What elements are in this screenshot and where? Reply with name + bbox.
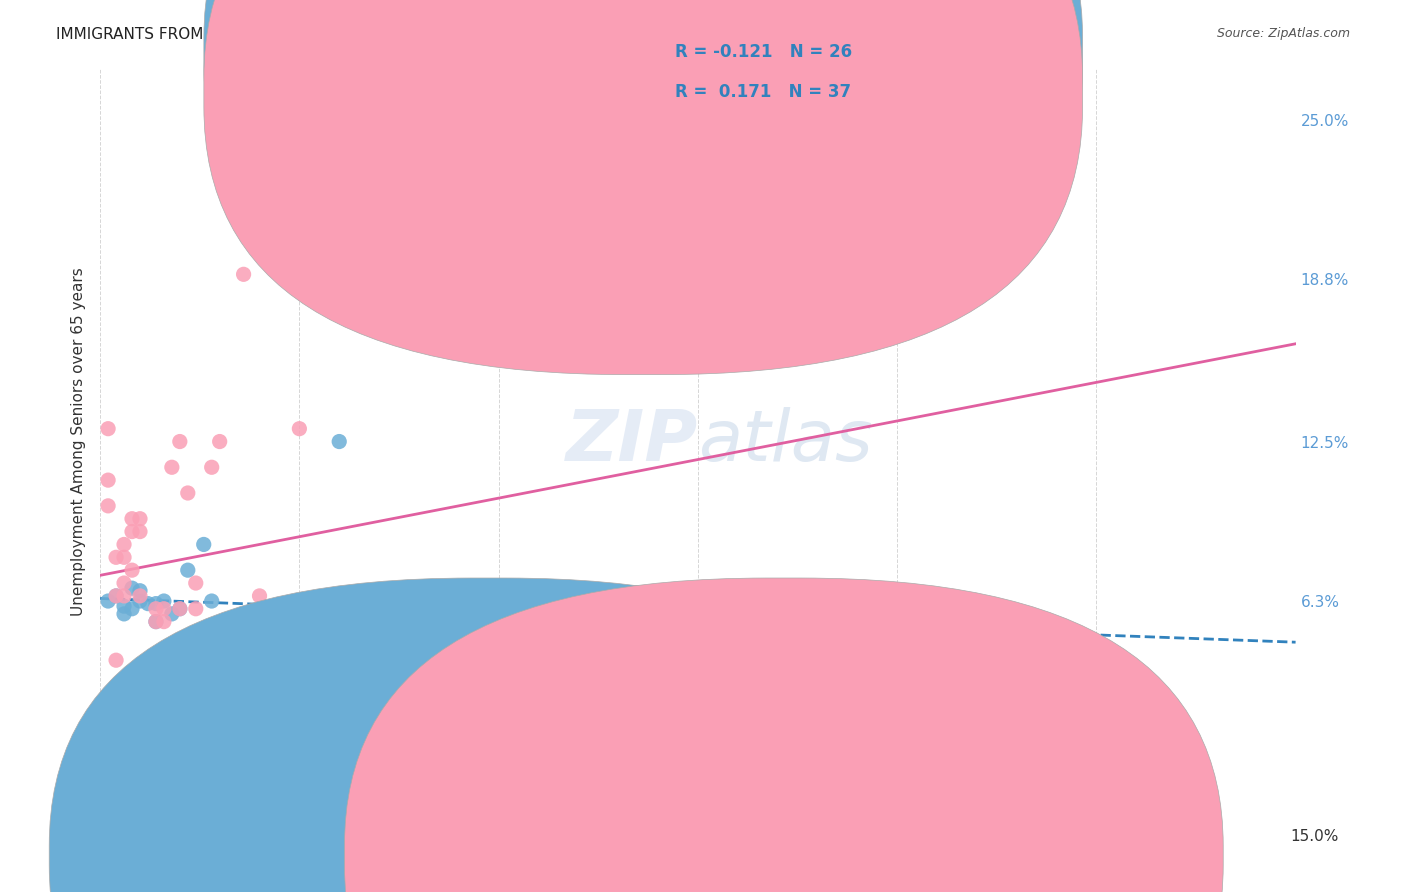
Point xyxy=(488,594,510,608)
Point xyxy=(97,473,120,487)
Point xyxy=(121,601,143,615)
Point xyxy=(153,615,176,629)
Point xyxy=(273,627,295,641)
Point xyxy=(288,422,311,436)
Point xyxy=(129,524,152,539)
Point xyxy=(264,138,287,153)
Text: R =  0.171   N = 37: R = 0.171 N = 37 xyxy=(675,83,851,101)
Point xyxy=(145,597,167,611)
Point xyxy=(153,594,176,608)
Y-axis label: Unemployment Among Seniors over 65 years: Unemployment Among Seniors over 65 years xyxy=(72,268,86,615)
Point xyxy=(112,576,135,591)
Point xyxy=(169,601,191,615)
Point xyxy=(105,550,128,565)
Point xyxy=(121,581,143,595)
Point xyxy=(886,36,908,50)
Point xyxy=(129,512,152,526)
Text: 0.0%: 0.0% xyxy=(65,830,104,844)
Point xyxy=(129,589,152,603)
Point xyxy=(806,601,828,615)
Text: atlas: atlas xyxy=(697,407,873,476)
Text: IMMIGRANTS FROM JAPAN VS DELAWARE UNEMPLOYMENT AMONG SENIORS OVER 65 YEARS CORRE: IMMIGRANTS FROM JAPAN VS DELAWARE UNEMPL… xyxy=(56,27,931,42)
Point xyxy=(129,594,152,608)
Point xyxy=(112,550,135,565)
Point xyxy=(184,601,207,615)
Point xyxy=(105,589,128,603)
Point xyxy=(232,632,254,647)
Point xyxy=(177,563,200,577)
Point xyxy=(201,594,224,608)
Text: ZIP: ZIP xyxy=(565,407,697,476)
Point xyxy=(136,653,159,667)
Point xyxy=(169,601,191,615)
Text: Delaware: Delaware xyxy=(808,848,880,863)
Point xyxy=(607,597,630,611)
Text: Immigrants from Japan: Immigrants from Japan xyxy=(513,848,689,863)
Point xyxy=(288,615,311,629)
Point xyxy=(112,537,135,551)
Text: Source: ZipAtlas.com: Source: ZipAtlas.com xyxy=(1216,27,1350,40)
Point xyxy=(177,486,200,500)
Point xyxy=(121,512,143,526)
Point xyxy=(232,268,254,282)
Point xyxy=(97,422,120,436)
Point xyxy=(129,583,152,598)
Point xyxy=(112,607,135,621)
Point xyxy=(105,653,128,667)
Point xyxy=(136,597,159,611)
Point xyxy=(806,589,828,603)
Point xyxy=(105,679,128,693)
Point xyxy=(112,589,135,603)
Point xyxy=(201,460,224,475)
Point xyxy=(160,607,183,621)
Point xyxy=(97,499,120,513)
Point xyxy=(328,434,350,449)
Point xyxy=(169,434,191,449)
Point xyxy=(208,640,231,655)
Point xyxy=(121,524,143,539)
Point xyxy=(153,601,176,615)
Text: 15.0%: 15.0% xyxy=(1291,830,1339,844)
Text: R = -0.121   N = 26: R = -0.121 N = 26 xyxy=(675,43,852,61)
Point xyxy=(249,589,271,603)
Point xyxy=(145,615,167,629)
Point xyxy=(112,599,135,614)
Point xyxy=(145,615,167,629)
Point xyxy=(145,601,167,615)
Point xyxy=(136,679,159,693)
Point xyxy=(121,563,143,577)
Point xyxy=(97,594,120,608)
Point xyxy=(105,589,128,603)
Point xyxy=(160,460,183,475)
Point xyxy=(184,576,207,591)
Point xyxy=(193,537,215,551)
Point xyxy=(249,666,271,681)
Point xyxy=(208,434,231,449)
